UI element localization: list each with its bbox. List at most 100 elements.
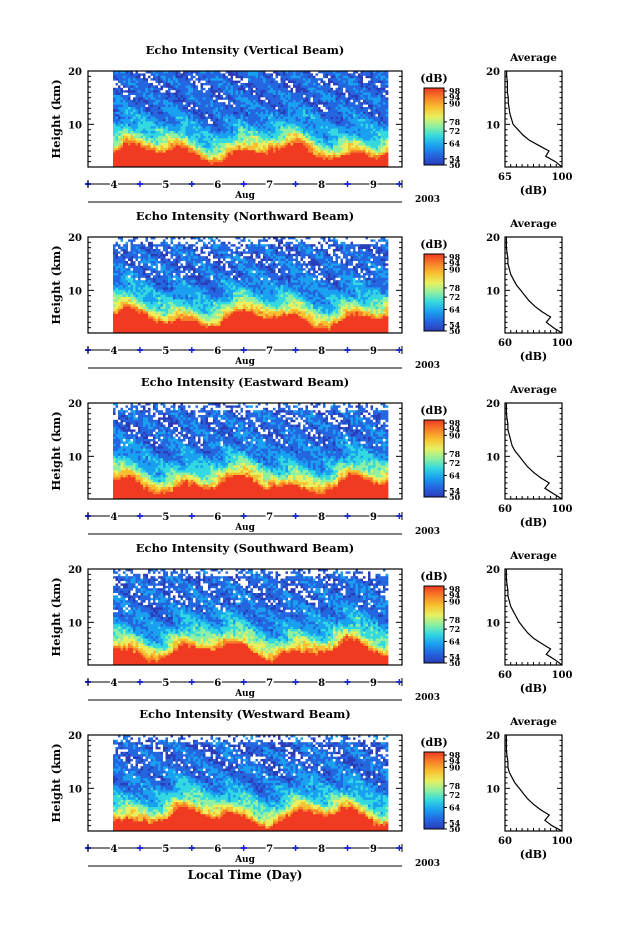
heatmap-cell: [293, 80, 296, 84]
heatmap-cell: [213, 116, 216, 120]
heatmap-cell: [275, 90, 279, 93]
heatmap-cell: [285, 97, 289, 101]
heatmap-cell: [330, 107, 334, 110]
heatmap-cell: [188, 116, 191, 120]
heatmap-cell: [130, 249, 134, 252]
heatmap-cell: [385, 119, 389, 122]
heatmap-cell: [153, 133, 156, 137]
heatmap-cell: [343, 116, 346, 120]
heatmap-cell: [150, 150, 154, 153]
heatmap-cell: [355, 133, 359, 137]
heatmap-cell: [155, 143, 159, 146]
heatmap-cell: [293, 109, 296, 113]
heatmap-cell: [220, 73, 224, 77]
heatmap-cell: [118, 261, 121, 264]
heatmap-cell: [300, 107, 304, 110]
heatmap-cell: [165, 75, 169, 79]
heatmap-cell: [198, 155, 201, 158]
heatmap-cell: [383, 99, 386, 103]
heatmap-cell: [328, 116, 331, 120]
heatmap-cell: [123, 157, 126, 161]
heatmap-cell: [225, 85, 229, 89]
heatmap-cell: [210, 114, 214, 117]
heatmap-cell: [218, 114, 221, 117]
heatmap-cell: [145, 121, 149, 125]
heatmap-cell: [125, 299, 129, 303]
heatmap-cell: [378, 90, 381, 93]
heatmap-cell: [333, 157, 336, 161]
heatmap-cell: [190, 97, 194, 101]
heatmap-cell: [133, 309, 136, 312]
heatmap-cell: [270, 143, 274, 146]
heatmap-cell: [248, 157, 251, 161]
heatmap-cell: [368, 114, 371, 117]
heatmap-cell: [250, 97, 254, 101]
heatmap-cell: [290, 147, 294, 151]
heatmap-cell: [113, 99, 116, 103]
heatmap-cell: [255, 75, 259, 79]
heatmap-cell: [228, 131, 231, 134]
heatmap-cell: [330, 123, 334, 127]
heatmap-cell: [200, 135, 204, 139]
heatmap-cell: [255, 157, 259, 161]
heatmap-cell: [188, 128, 191, 132]
heatmap-cell: [365, 152, 369, 156]
heatmap-cell: [130, 299, 134, 303]
heatmap-cell: [270, 85, 274, 89]
heatmap-cell: [343, 95, 346, 98]
heatmap-cell: [380, 138, 384, 141]
heatmap-cell: [113, 268, 116, 271]
heatmap-cell: [348, 114, 351, 117]
heatmap-cell: [155, 99, 159, 103]
heatmap-cell: [148, 99, 151, 103]
heatmap-cell: [315, 109, 319, 113]
heatmap-cell: [248, 140, 251, 144]
heatmap-cell: [323, 104, 326, 108]
heatmap-cell: [378, 75, 381, 79]
heatmap-cell: [300, 131, 304, 134]
heatmap-cell: [125, 114, 129, 117]
heatmap-cell: [315, 87, 319, 91]
heatmap-cell: [113, 114, 116, 117]
heatmap-cell: [365, 133, 369, 137]
heatmap-cell: [133, 99, 136, 103]
heatmap-cell: [155, 135, 159, 139]
heatmap-cell: [198, 140, 201, 144]
heatmap-cell: [125, 253, 129, 257]
heatmap-cell: [225, 111, 229, 115]
heatmap-cell: [225, 155, 229, 158]
heatmap-cell: [335, 99, 339, 103]
heatmap-cell: [310, 114, 314, 117]
heatmap-cell: [320, 123, 324, 127]
heatmap-cell: [158, 147, 161, 151]
heatmap-cell: [158, 78, 161, 81]
heatmap-cell: [238, 83, 241, 86]
heatmap-cell: [288, 90, 291, 93]
heatmap-cell: [123, 244, 126, 247]
heatmap-cell: [353, 107, 356, 110]
heatmap-cell: [335, 85, 339, 89]
heatmap-cell: [283, 92, 286, 96]
heatmap-cell: [178, 109, 181, 113]
heatmap-cell: [243, 90, 246, 93]
heatmap-cell: [115, 256, 119, 259]
heatmap-cell: [365, 107, 369, 110]
heatmap-cell: [373, 155, 376, 158]
heatmap-cell: [330, 95, 334, 98]
heatmap-cell: [285, 92, 289, 96]
heatmap-cell: [125, 135, 129, 139]
heatmap-cell: [383, 87, 386, 91]
heatmap-cell: [330, 87, 334, 91]
heatmap-cell: [275, 99, 279, 103]
heatmap-cell: [238, 126, 241, 129]
heatmap-cell: [380, 121, 384, 125]
heatmap-cell: [290, 155, 294, 158]
heatmap-cell: [303, 80, 306, 84]
heatmap-cell: [190, 162, 194, 165]
heatmap-cell: [340, 83, 344, 86]
heatmap-cell: [373, 162, 376, 165]
heatmap-cell: [120, 83, 124, 86]
heatmap-cell: [280, 157, 284, 161]
heatmap-cell: [263, 140, 266, 144]
heatmap-cell: [315, 114, 319, 117]
